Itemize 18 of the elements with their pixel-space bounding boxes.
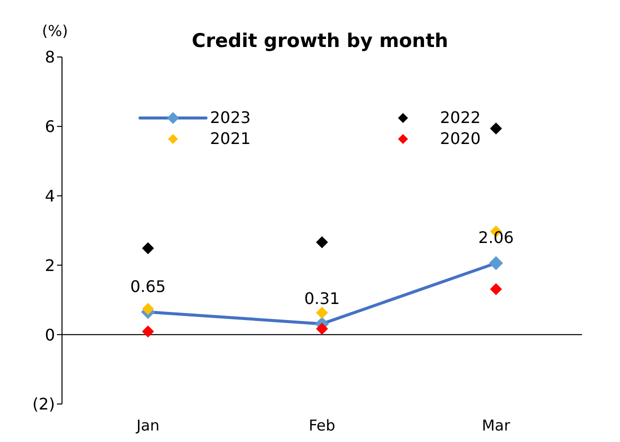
chart-title: Credit growth by month [192, 30, 448, 52]
y-tick-label: (2) [32, 394, 55, 414]
y-tick-label: 4 [44, 186, 55, 206]
legend-label: 2023 [210, 108, 251, 127]
y-tick-label: 0 [44, 325, 55, 344]
x-tick-label: Mar [482, 416, 511, 435]
legend-label: 2021 [210, 129, 251, 148]
x-tick-label: Jan [135, 416, 160, 435]
data-label: 2.06 [478, 228, 514, 248]
y-tick-label: 2 [44, 256, 55, 275]
x-tick-label: Feb [308, 416, 336, 435]
legend-label: 2022 [440, 108, 481, 127]
y-axis-title: (%) [42, 22, 68, 40]
legend-label: 2020 [440, 129, 481, 148]
y-tick-label: 6 [44, 117, 55, 136]
y-tick-label: 8 [44, 48, 55, 67]
data-label: 0.65 [130, 277, 166, 296]
data-label: 0.31 [304, 288, 340, 308]
